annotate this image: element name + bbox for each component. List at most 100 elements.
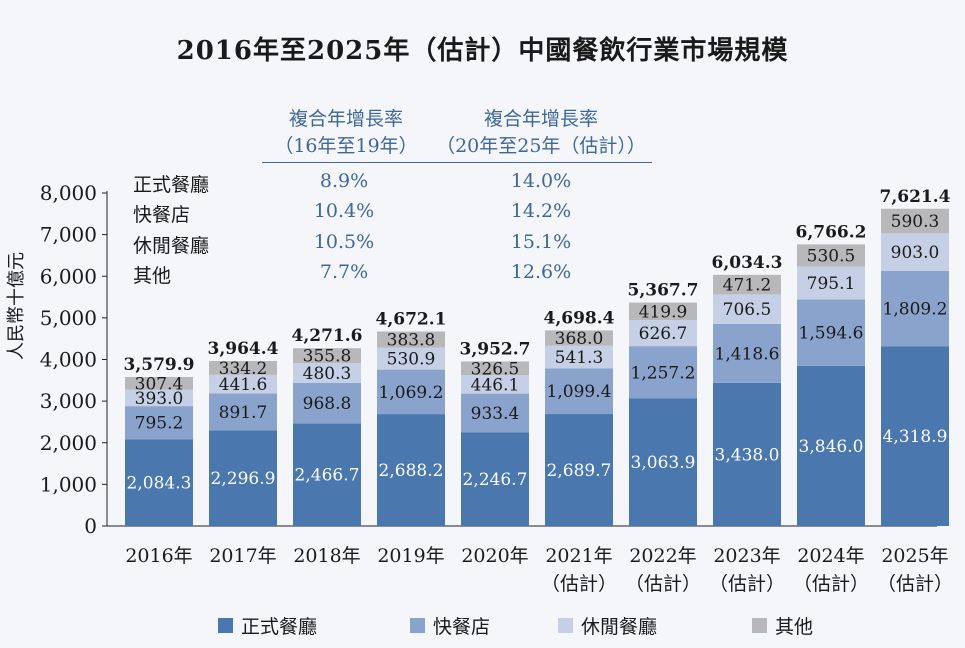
cagr-header-1-rule — [262, 162, 430, 163]
cagr-row-value-1: 8.9% — [319, 170, 369, 192]
stacked-bar-chart: 0 1,000 2,000 3,000 4,000 5,000 6,000 7,000 8,00… — [40, 181, 953, 595]
legend-item-other: 其他 — [752, 612, 813, 639]
cagr-row-value-1: 7.7% — [319, 261, 369, 283]
data-label: 1,594.6 — [799, 324, 864, 344]
data-label: 393.0 — [135, 389, 184, 409]
data-label: 419.9 — [639, 302, 688, 322]
cagr-row-name: 休閒餐廳 — [133, 235, 210, 257]
total-label: 6,766.2 — [796, 222, 867, 242]
x-tick-label: 2021年 — [545, 545, 612, 567]
x-tick-label: 2024年 — [797, 545, 864, 567]
bar-segment — [545, 345, 613, 369]
data-label: 891.7 — [219, 403, 268, 423]
chart-legend: 正式餐廳 快餐店 休閒餐廳 其他 — [0, 612, 965, 640]
bar-segment — [629, 346, 697, 399]
cagr-header-1: 複合年增長率 （16年至19年） — [262, 106, 430, 160]
x-tick-label: 2022年 — [629, 545, 696, 567]
data-label: 355.8 — [303, 347, 352, 367]
bar-segment — [209, 430, 277, 526]
data-label: 2,084.3 — [127, 474, 192, 494]
total-label: 4,672.1 — [376, 310, 447, 330]
cagr-header-1-line2: （16年至19年） — [274, 135, 418, 157]
bar-segment — [209, 374, 277, 394]
cagr-row-name: 正式餐廳 — [133, 174, 210, 196]
legend-swatch — [752, 618, 767, 633]
total-label: 7,621.4 — [880, 187, 951, 207]
bar-segment — [125, 376, 193, 390]
total-label: 3,952.7 — [460, 339, 531, 359]
bar-segment — [797, 244, 865, 267]
cagr-header-1-line1: 複合年增長率 — [288, 108, 403, 130]
bar-segment — [461, 432, 529, 526]
legend-item-formal: 正式餐廳 — [218, 612, 317, 639]
bar-segment — [461, 393, 529, 433]
bar-segment — [797, 365, 865, 526]
x-tick-label: 2025年 — [881, 545, 948, 567]
cagr-row-name: 其他 — [133, 265, 172, 287]
bar-segment — [545, 368, 613, 415]
data-label: 1,809.2 — [883, 300, 948, 320]
x-tick-label: （估計） — [877, 573, 953, 595]
cagr-header-2-line2: （20年至25年（估計）） — [436, 135, 646, 157]
bar-segment — [293, 423, 361, 526]
data-label: 795.1 — [807, 274, 856, 294]
x-tick-label: （估計） — [541, 573, 617, 595]
total-label: 3,579.9 — [124, 355, 195, 375]
bar-segment — [713, 323, 781, 383]
total-label: 5,367.7 — [628, 281, 699, 301]
data-label: 446.1 — [471, 375, 520, 395]
legend-label: 正式餐廳 — [241, 616, 318, 638]
x-tick-label: （估計） — [709, 573, 785, 595]
data-label: 933.4 — [471, 404, 520, 424]
cagr-row-value-2: 14.2% — [510, 200, 572, 222]
total-label: 4,698.4 — [544, 308, 615, 328]
cagr-row-value-2: 14.0% — [510, 170, 572, 192]
cagr-header-2: 複合年增長率 （20年至25年（估計）） — [430, 106, 652, 160]
cagr-header-2-rule — [430, 162, 652, 163]
y-tick-label: 4,000 — [40, 348, 97, 372]
legend-swatch — [558, 618, 573, 633]
bar-segment — [293, 348, 361, 364]
data-label: 1,418.6 — [715, 344, 780, 364]
data-label: 626.7 — [639, 324, 688, 344]
legend-label: 其他 — [775, 616, 814, 638]
data-label: 334.2 — [219, 359, 268, 379]
data-label: 307.4 — [135, 374, 184, 394]
data-label: 4,318.9 — [883, 427, 948, 447]
data-label: 2,466.7 — [295, 466, 360, 486]
bar-segment — [461, 361, 529, 376]
x-tick-label: 2018年 — [293, 545, 360, 567]
y-tick-label: 1,000 — [40, 472, 97, 496]
bar-segment — [125, 389, 193, 407]
bar-segment — [629, 398, 697, 526]
bar-segment — [293, 363, 361, 383]
bar-segment — [293, 382, 361, 424]
bar-segment — [797, 266, 865, 300]
x-tick-label: （估計） — [793, 573, 869, 595]
legend-item-casual: 休閒餐廳 — [558, 612, 657, 639]
legend-swatch — [218, 618, 233, 633]
bar-segment — [125, 439, 193, 526]
cagr-header-2-line1: 複合年增長率 — [483, 108, 598, 130]
x-tick-label: 2023年 — [713, 545, 780, 567]
chart-title: 2016年至2025年（估計）中國餐飲行業市場規模 — [176, 36, 789, 66]
x-tick-label: 2016年 — [125, 545, 192, 567]
y-tick-label: 5,000 — [40, 306, 97, 330]
legend-label: 休閒餐廳 — [581, 616, 658, 638]
data-label: 2,296.9 — [211, 469, 276, 489]
cagr-row-value-1: 10.5% — [313, 231, 375, 253]
bar-segment — [377, 331, 445, 348]
data-label: 590.3 — [891, 212, 940, 232]
y-tick-label: 0 — [84, 514, 97, 538]
data-label: 1,069.2 — [379, 383, 444, 403]
legend-swatch — [410, 618, 425, 633]
bar-segment — [545, 414, 613, 526]
data-label: 541.3 — [555, 348, 604, 368]
bar-segment — [125, 406, 193, 440]
bar-segment — [629, 302, 697, 321]
data-label: 530.5 — [807, 246, 856, 266]
data-label: 3,438.0 — [715, 445, 780, 465]
data-label: 441.6 — [219, 375, 268, 395]
bar-segment — [377, 369, 445, 415]
x-tick-label: 2019年 — [377, 545, 444, 567]
